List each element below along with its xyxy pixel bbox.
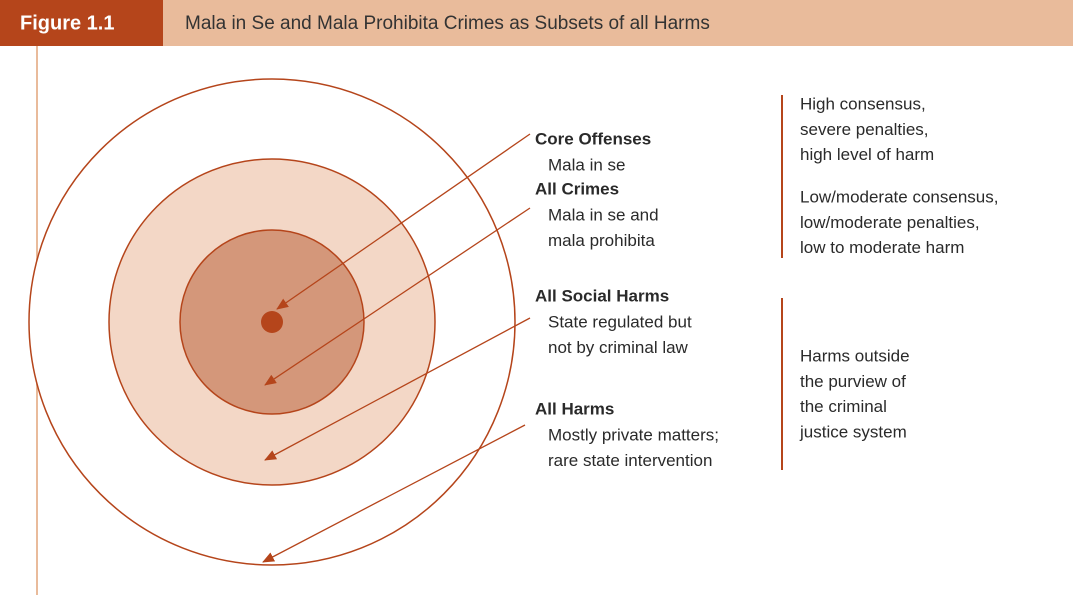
header-label-bg: [0, 0, 163, 46]
item-description: State regulated but: [548, 312, 692, 331]
header-title: Mala in Se and Mala Prohibita Crimes as …: [185, 13, 710, 34]
side-note: justice system: [799, 422, 907, 441]
core-dot: [261, 311, 283, 333]
arrow: [276, 133, 531, 310]
side-note: severe penalties,: [800, 120, 929, 139]
side-note: high level of harm: [800, 145, 934, 164]
side-note: Low/moderate consensus,: [800, 187, 998, 206]
side-note: the purview of: [800, 372, 906, 391]
side-note: Harms outside: [800, 346, 910, 365]
side-note: the criminal: [800, 397, 887, 416]
item-label: All Harms: [535, 399, 614, 418]
item-label: All Crimes: [535, 179, 619, 198]
header-title-bg: [163, 0, 1073, 46]
item-description: Mala in se and: [548, 205, 659, 224]
arrow: [262, 424, 526, 563]
item-label: Core Offenses: [535, 129, 651, 148]
side-note: low/moderate penalties,: [800, 213, 980, 232]
arrow: [264, 317, 531, 461]
item-description: Mala in se: [548, 155, 625, 174]
item-label: All Social Harms: [535, 286, 669, 305]
item-description: mala prohibita: [548, 231, 655, 250]
side-note: High consensus,: [800, 94, 926, 113]
arrow: [264, 207, 531, 386]
header-label: Figure 1.1: [20, 12, 114, 34]
item-description: not by criminal law: [548, 338, 689, 357]
item-description: rare state intervention: [548, 451, 712, 470]
side-note: low to moderate harm: [800, 238, 964, 257]
item-description: Mostly private matters;: [548, 425, 719, 444]
